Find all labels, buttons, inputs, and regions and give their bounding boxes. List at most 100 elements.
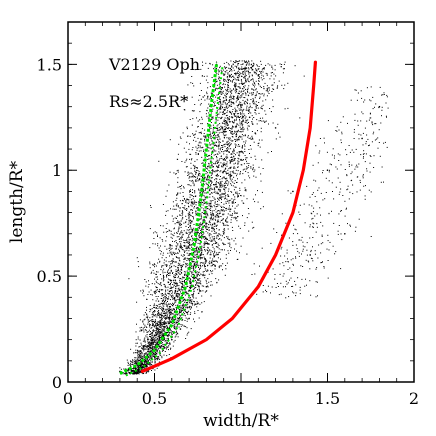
scatter-point: [219, 96, 221, 98]
scatter-point: [155, 286, 157, 288]
scatter-point: [196, 283, 198, 285]
scatter-point: [221, 178, 223, 180]
scatter-point: [193, 196, 194, 198]
scatter-point: [200, 222, 202, 224]
scatter-point: [208, 224, 210, 226]
scatter-point: [154, 266, 155, 268]
scatter-point: [209, 131, 211, 133]
scatter-point: [237, 170, 239, 172]
scatter-point: [193, 175, 195, 177]
scatter-point: [240, 83, 242, 84]
scatter-point: [135, 371, 136, 373]
scatter-point: [247, 91, 249, 93]
scatter-point: [252, 62, 254, 64]
scatter-point: [162, 252, 164, 254]
scatter-point: [194, 195, 196, 197]
scatter-point: [151, 337, 153, 339]
scatter-point: [257, 83, 259, 84]
scatter-point: [170, 244, 172, 246]
scatter-point: [143, 361, 145, 362]
scatter-point: [258, 80, 260, 82]
scatter-point: [156, 351, 158, 353]
scatter-point: [228, 79, 230, 80]
scatter-point: [191, 231, 193, 233]
scatter-point: [210, 295, 212, 297]
scatter-point: [246, 67, 248, 69]
scatter-point: [225, 178, 227, 179]
scatter-point: [178, 294, 180, 296]
scatter-point: [234, 113, 236, 114]
scatter-point: [217, 200, 218, 202]
scatter-point: [223, 203, 225, 205]
scatter-point: [147, 321, 149, 323]
scatter-point: [236, 130, 238, 132]
scatter-point: [168, 273, 170, 274]
scatter-point: [185, 160, 187, 162]
scatter-point: [176, 170, 178, 172]
scatter-point: [142, 340, 144, 342]
scatter-point: [267, 91, 269, 93]
scatter-point: [254, 83, 256, 84]
scatter-point: [246, 217, 248, 219]
scatter-point: [179, 279, 181, 281]
scatter-point: [173, 285, 175, 286]
scatter-point: [185, 266, 187, 268]
scatter-point: [172, 317, 174, 319]
scatter-point: [157, 323, 158, 325]
scatter-point: [226, 90, 228, 92]
scatter-point: [139, 351, 141, 353]
scatter-point: [219, 189, 221, 191]
scatter-point: [186, 241, 188, 243]
scatter-point: [203, 190, 205, 192]
scatter-point: [204, 192, 206, 194]
scatter-point: [211, 77, 213, 78]
scatter-point: [210, 234, 212, 236]
scatter-point: [201, 216, 203, 218]
scatter-point: [190, 283, 192, 284]
scatter-point: [200, 234, 202, 236]
scatter-point: [160, 225, 162, 227]
scatter-point: [194, 321, 196, 323]
scatter-point: [202, 220, 204, 222]
scatter-point: [225, 96, 227, 98]
scatter-point: [209, 200, 211, 202]
scatter-point: [207, 146, 209, 148]
scatter-point: [222, 123, 224, 124]
scatter-point: [163, 305, 165, 307]
scatter-point: [157, 296, 159, 297]
scatter-series-0: [119, 60, 389, 375]
scatter-point: [220, 118, 222, 120]
scatter-point: [177, 333, 179, 335]
scatter-point: [175, 248, 177, 250]
scatter-point: [186, 263, 188, 265]
scatter-point: [140, 362, 142, 364]
scatter-point: [223, 176, 225, 178]
scatter-point: [179, 186, 181, 188]
scatter-point: [278, 80, 280, 82]
scatter-point: [225, 131, 227, 133]
scatter-point: [178, 320, 180, 322]
scatter-point: [258, 93, 260, 95]
scatter-point: [177, 205, 179, 207]
scatter-point: [145, 281, 147, 283]
scatter-point: [173, 327, 175, 329]
scatter-point: [251, 221, 253, 223]
scatter-point: [180, 186, 182, 187]
scatter-point: [166, 275, 168, 277]
scatter-point: [195, 181, 197, 182]
scatter-point: [199, 225, 201, 227]
scatter-point: [161, 302, 163, 304]
scatter-point: [145, 359, 147, 361]
scatter-point: [225, 208, 227, 209]
scatter-point: [234, 107, 236, 109]
scatter-point: [144, 347, 146, 349]
scatter-point: [138, 367, 140, 369]
scatter-point: [219, 265, 221, 267]
scatter-point: [181, 317, 183, 319]
scatter-point: [165, 302, 167, 304]
scatter-point: [248, 109, 250, 111]
scatter-point: [165, 308, 167, 310]
scatter-point: [167, 298, 168, 300]
scatter-point: [169, 245, 171, 247]
scatter-point: [260, 180, 262, 182]
